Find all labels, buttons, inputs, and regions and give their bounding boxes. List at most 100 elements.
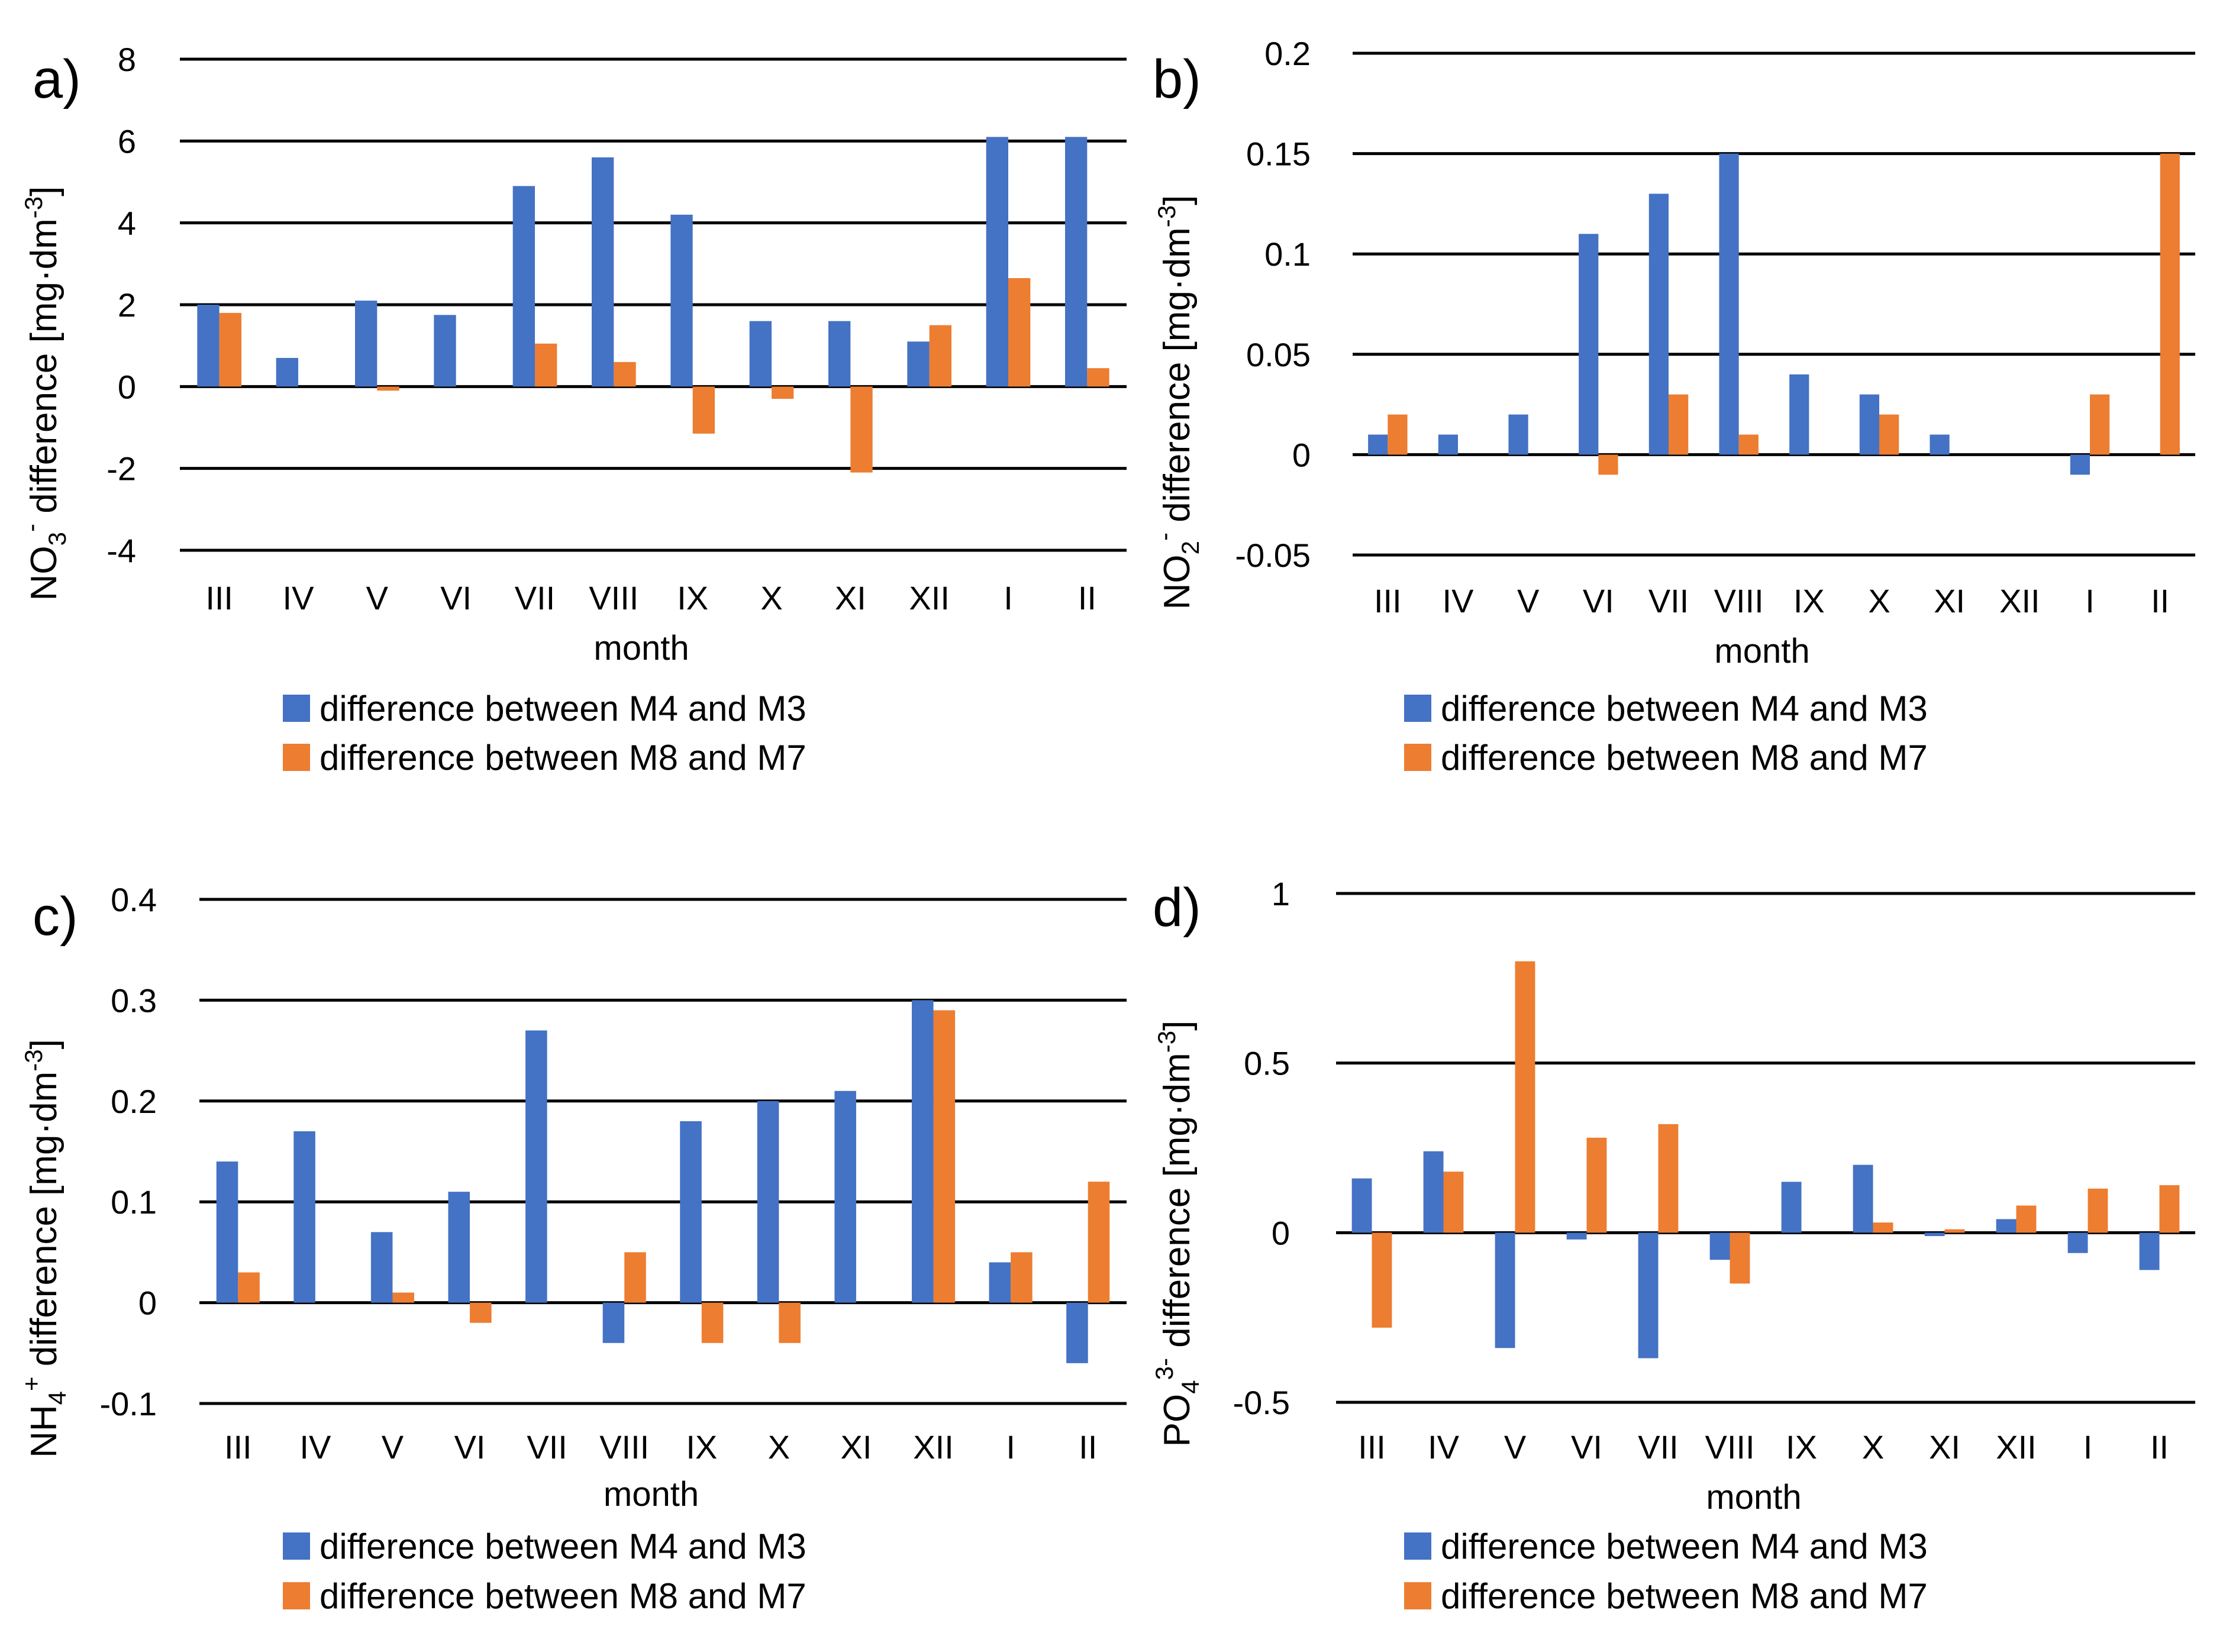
bar-m8-m7 bbox=[1008, 278, 1031, 387]
bar-m4-m3 bbox=[592, 157, 614, 387]
bar-m4-m3 bbox=[1930, 434, 1950, 455]
y-axis-title-part: 4 bbox=[43, 1391, 71, 1405]
bar-m8-m7 bbox=[772, 386, 794, 399]
y-tick-label: 0.4 bbox=[111, 881, 157, 918]
x-tick-label: VI bbox=[454, 1428, 486, 1466]
bar-m8-m7 bbox=[219, 312, 241, 387]
x-tick-label: X bbox=[760, 579, 782, 617]
x-axis-title: month bbox=[1714, 632, 1809, 670]
y-axis-title-part: -3 bbox=[20, 1049, 47, 1071]
panel-label: b) bbox=[1153, 49, 1201, 109]
x-tick-label: V bbox=[1517, 582, 1540, 620]
bar-m4-m3 bbox=[1351, 1178, 1372, 1233]
bar-m4-m3 bbox=[828, 321, 851, 387]
x-tick-label: I bbox=[2083, 1428, 2093, 1466]
bar-m4-m3 bbox=[1368, 434, 1388, 455]
legend-label: difference between M8 and M7 bbox=[320, 738, 806, 777]
bar-m8-m7 bbox=[614, 362, 636, 387]
x-tick-label: VI bbox=[1583, 582, 1614, 620]
legend-swatch bbox=[1404, 744, 1431, 771]
x-tick-label: III bbox=[1374, 582, 1402, 620]
y-tick-label: 0.05 bbox=[1246, 336, 1311, 373]
y-tick-label: 4 bbox=[118, 205, 136, 242]
bar-m8-m7 bbox=[933, 1010, 956, 1303]
x-tick-label: VIII bbox=[599, 1428, 649, 1466]
x-tick-label: V bbox=[382, 1428, 404, 1466]
x-tick-label: VII bbox=[515, 579, 555, 617]
legend-swatch bbox=[283, 695, 310, 722]
bar-m8-m7 bbox=[1738, 434, 1759, 455]
bar-m4-m3 bbox=[1423, 1151, 1444, 1233]
legend-label: difference between M8 and M7 bbox=[320, 1576, 806, 1616]
y-tick-label: -2 bbox=[107, 450, 136, 488]
x-tick-label: XI bbox=[840, 1428, 872, 1466]
bar-m4-m3 bbox=[370, 1232, 393, 1303]
bar-m4-m3 bbox=[1065, 137, 1088, 387]
y-tick-label: 2 bbox=[118, 286, 136, 324]
bar-m4-m3 bbox=[525, 1030, 547, 1303]
bar-m4-m3 bbox=[1719, 153, 1739, 455]
bar-m4-m3 bbox=[1495, 1232, 1515, 1348]
y-axis-title-part: NH bbox=[24, 1405, 64, 1458]
bar-m4-m3 bbox=[1438, 434, 1458, 455]
bar-m8-m7 bbox=[1598, 454, 1618, 475]
bar-m8-m7 bbox=[2159, 1185, 2180, 1233]
bar-m4-m3 bbox=[1508, 414, 1528, 455]
x-tick-label: IV bbox=[299, 1428, 331, 1466]
bar-m8-m7 bbox=[701, 1302, 724, 1343]
bar-m8-m7 bbox=[1088, 1182, 1110, 1303]
bar-m4-m3 bbox=[986, 137, 1008, 387]
bar-m8-m7 bbox=[238, 1272, 260, 1303]
x-tick-label: IX bbox=[686, 1428, 717, 1466]
bar-m4-m3 bbox=[2070, 454, 2090, 475]
bar-m8-m7 bbox=[929, 325, 951, 387]
legend-swatch bbox=[283, 1532, 310, 1560]
x-tick-label: X bbox=[768, 1428, 790, 1466]
bar-m4-m3 bbox=[1066, 1302, 1088, 1363]
y-axis-title-part: NO bbox=[24, 546, 64, 601]
bar-m4-m3 bbox=[834, 1090, 856, 1303]
bar-m4-m3 bbox=[1996, 1219, 2017, 1233]
bar-m8-m7 bbox=[470, 1302, 492, 1323]
bar-m8-m7 bbox=[850, 386, 873, 473]
y-tick-label: 0.3 bbox=[111, 982, 157, 1019]
bar-m4-m3 bbox=[680, 1121, 702, 1303]
x-tick-label: III bbox=[1358, 1428, 1386, 1466]
y-tick-label: 8 bbox=[118, 41, 136, 78]
x-tick-label: XI bbox=[835, 579, 866, 617]
y-tick-label: -0.05 bbox=[1235, 537, 1311, 574]
y-tick-label: 0.15 bbox=[1246, 135, 1311, 173]
x-tick-label: IV bbox=[1443, 582, 1475, 620]
x-tick-label: III bbox=[205, 579, 233, 617]
legend-label: difference between M4 and M3 bbox=[1441, 689, 1928, 728]
bar-m8-m7 bbox=[1669, 394, 1689, 455]
y-axis-title-part: difference [mg·dm bbox=[24, 218, 64, 524]
y-axis-title-part: difference [mg·dm bbox=[1157, 1053, 1198, 1358]
x-tick-label: VIII bbox=[1714, 582, 1764, 620]
x-tick-label: IV bbox=[1428, 1428, 1460, 1466]
y-axis-title-part: 3- bbox=[1150, 1358, 1178, 1380]
x-tick-label: VI bbox=[440, 579, 472, 617]
x-tick-label: IX bbox=[1786, 1428, 1817, 1466]
legend-label: difference between M4 and M3 bbox=[320, 1527, 806, 1566]
y-axis-title: NO2- difference [mg·dm-3] bbox=[1150, 195, 1204, 610]
x-tick-label: II bbox=[1078, 579, 1096, 617]
legend-swatch bbox=[1404, 695, 1431, 722]
bar-m4-m3 bbox=[989, 1262, 1011, 1303]
y-axis-title: PO43- difference [mg·dm-3] bbox=[1150, 1021, 1204, 1447]
y-axis-title-part: + bbox=[17, 1376, 45, 1391]
bar-m8-m7 bbox=[2090, 394, 2110, 455]
x-tick-label: XI bbox=[1934, 582, 1965, 620]
bar-m4-m3 bbox=[757, 1101, 779, 1303]
y-tick-label: 6 bbox=[118, 122, 136, 160]
y-axis-title-part: difference [mg·dm bbox=[1157, 227, 1198, 533]
y-tick-label: 0 bbox=[118, 368, 136, 405]
bar-m4-m3 bbox=[1648, 193, 1669, 455]
x-tick-label: VIII bbox=[589, 579, 638, 617]
bar-m4-m3 bbox=[355, 301, 378, 387]
x-tick-label: VI bbox=[1571, 1428, 1602, 1466]
x-axis-title: month bbox=[593, 629, 689, 667]
bar-m4-m3 bbox=[911, 1000, 934, 1303]
